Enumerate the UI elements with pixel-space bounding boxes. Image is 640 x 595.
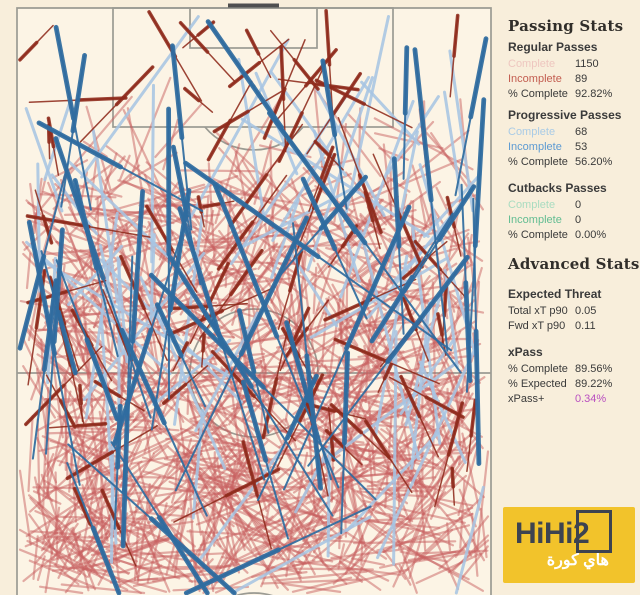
expected-threat-section: Expected Threat Total xT p90 0.05 Fwd xT… <box>508 287 638 333</box>
stat-row: Incomplete 53 <box>508 139 638 154</box>
stat-label: Incomplete <box>508 213 562 226</box>
stats-panel: Passing Stats Regular Passes Complete 11… <box>508 0 640 595</box>
stat-label: % Expected <box>508 377 567 390</box>
stat-value: 0.05 <box>575 304 597 317</box>
brand-wordmark: HiHi2 <box>515 517 590 550</box>
stat-value: 56.20% <box>575 155 613 168</box>
section-header: xPass <box>508 345 543 359</box>
pitch-outline <box>16 7 492 595</box>
stat-label: % Complete <box>508 362 568 375</box>
stat-label: Fwd xT p90 <box>508 319 566 332</box>
stat-label: Incomplete <box>508 72 562 85</box>
stat-row: Complete 0 <box>508 197 638 212</box>
regular-passes-section: Regular Passes Complete 1150 Incomplete … <box>508 40 638 101</box>
stat-label: Complete <box>508 125 556 138</box>
stat-value: 68 <box>575 125 588 138</box>
cutbacks-passes-section: Cutbacks Passes Complete 0 Incomplete 0 … <box>508 181 638 242</box>
stat-row: % Complete 56.20% <box>508 154 638 169</box>
stat-label: Complete <box>508 198 556 211</box>
stat-label: xPass+ <box>508 392 545 405</box>
stat-row: Incomplete 89 <box>508 71 638 86</box>
hihi2-brand-text: HiHi2 <box>515 510 635 553</box>
section-header: Progressive Passes <box>508 108 622 122</box>
stat-value: 1150 <box>575 57 599 70</box>
stat-label: Complete <box>508 57 556 70</box>
stat-value: 89.22% <box>575 377 613 390</box>
stat-value: 0 <box>575 213 582 226</box>
penalty-arc-bottom <box>235 592 273 595</box>
hihi2-logo: HiHi2 هاي كورة <box>503 507 635 583</box>
advanced-stats-title: Advanced Stats <box>508 255 640 273</box>
passes-progressive-incomplete <box>17 19 489 595</box>
stat-row: Complete 1150 <box>508 56 638 71</box>
section-header: Regular Passes <box>508 40 598 54</box>
passing-stats-title: Passing Stats <box>508 17 624 35</box>
stat-row: Incomplete 0 <box>508 212 638 227</box>
stat-label: Incomplete <box>508 140 562 153</box>
stat-value: 0.34% <box>575 392 607 405</box>
stat-row: Total xT p90 0.05 <box>508 303 638 318</box>
stat-row: Fwd xT p90 0.11 <box>508 318 638 333</box>
stat-value: 0.00% <box>575 228 607 241</box>
stat-value: 92.82% <box>575 87 613 100</box>
stat-value: 0.11 <box>575 319 596 332</box>
stat-row: % Complete 89.56% <box>508 361 638 376</box>
pass-map-pitch <box>16 3 492 595</box>
stat-value: 53 <box>575 140 588 153</box>
stat-row: % Complete 0.00% <box>508 227 638 242</box>
stat-row: % Expected 89.22% <box>508 376 638 391</box>
progressive-passes-section: Progressive Passes Complete 68 Incomplet… <box>508 108 638 169</box>
stat-value: 0 <box>575 198 582 211</box>
stat-label: Total xT p90 <box>508 304 568 317</box>
stat-label: % Complete <box>508 228 568 241</box>
arabic-tagline: هاي كورة <box>546 552 609 569</box>
stat-row: % Complete 92.82% <box>508 86 638 101</box>
section-header: Expected Threat <box>508 287 602 301</box>
stat-row: xPass+ 0.34% <box>508 391 638 406</box>
xpass-section: xPass % Complete 89.56% % Expected 89.22… <box>508 345 638 406</box>
stat-value: 89 <box>575 72 588 85</box>
stat-label: % Complete <box>508 87 568 100</box>
stat-value: 89.56% <box>575 362 613 375</box>
stat-label: % Complete <box>508 155 568 168</box>
stat-row: Complete 68 <box>508 124 638 139</box>
section-header: Cutbacks Passes <box>508 181 607 195</box>
